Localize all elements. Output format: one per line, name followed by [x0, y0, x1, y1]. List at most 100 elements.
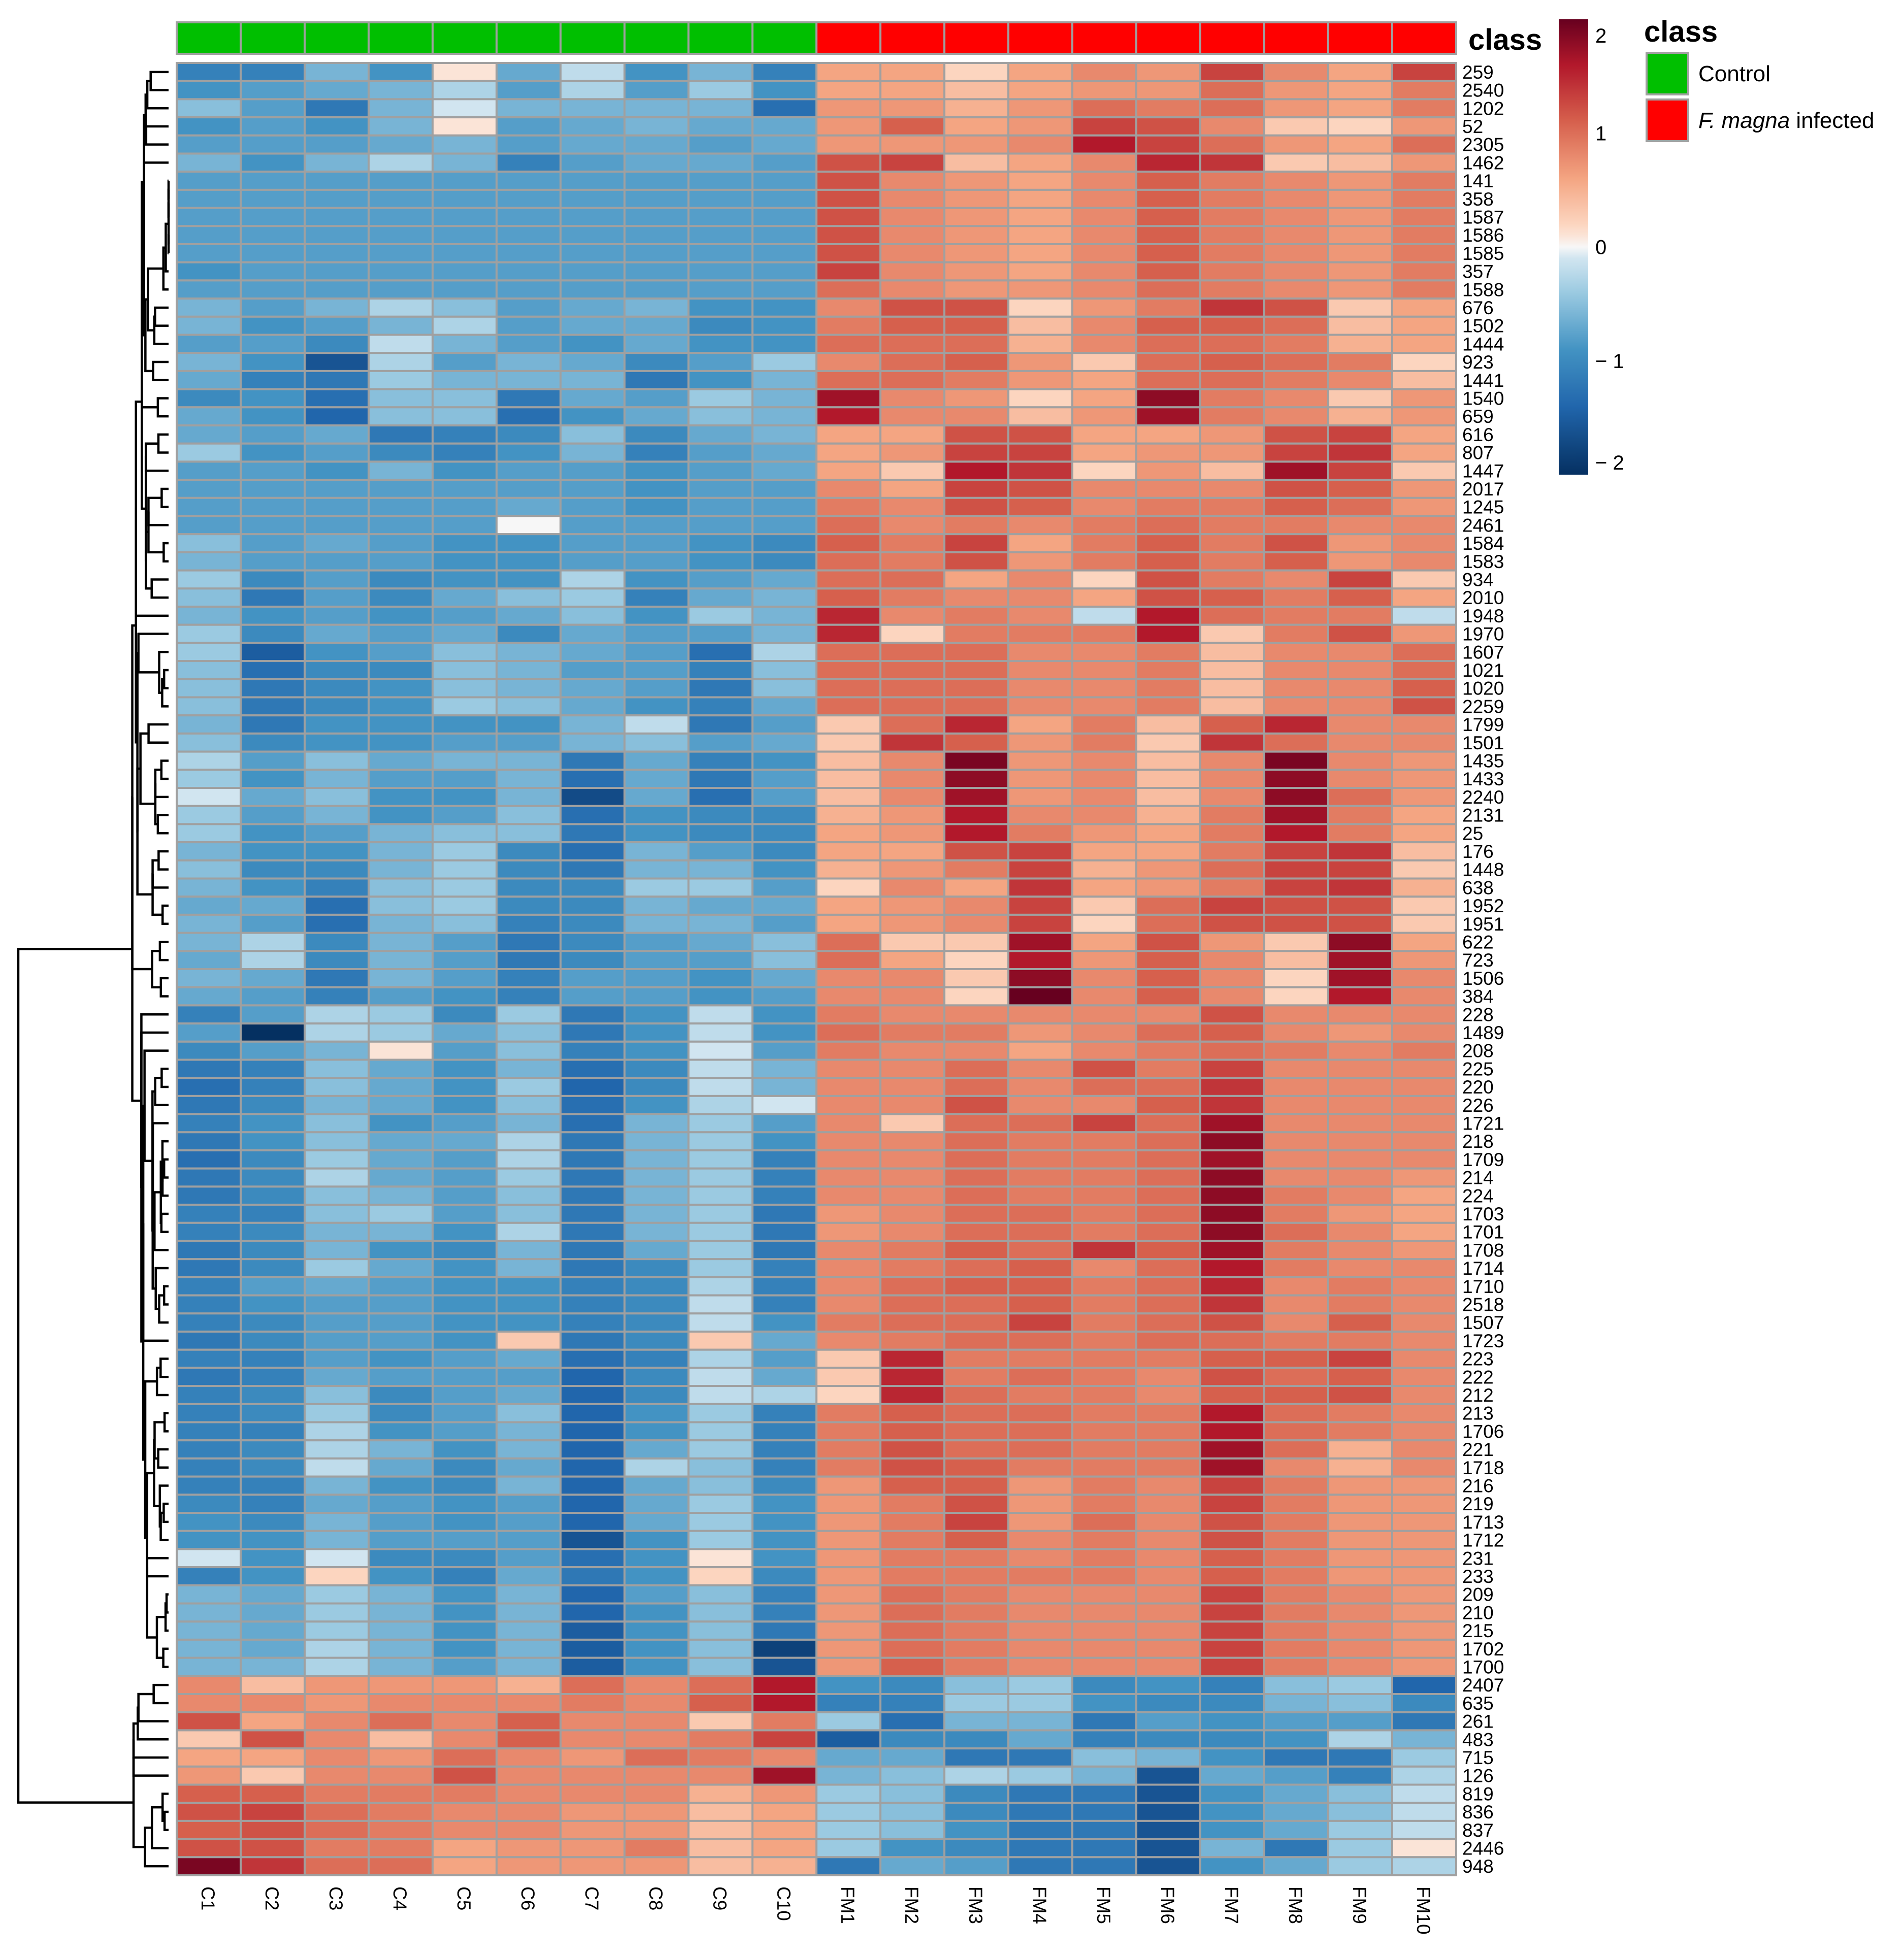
heatmap-cell — [623, 424, 690, 445]
heatmap-cell — [304, 913, 370, 934]
heatmap-cell — [1007, 841, 1073, 861]
row-label: 837 — [1462, 1820, 1494, 1841]
dendrogram-branch — [144, 1827, 169, 1868]
heatmap-cell — [432, 1149, 498, 1170]
heatmap-cell — [432, 533, 498, 553]
heatmap-cell — [687, 1040, 753, 1061]
heatmap-cell — [1391, 1131, 1457, 1152]
heatmap-cell — [943, 913, 1009, 934]
heatmap-cell — [176, 1204, 242, 1224]
heatmap-cell — [368, 732, 434, 753]
heatmap-cell — [687, 1331, 753, 1351]
heatmap-cell — [496, 370, 562, 390]
heatmap-cell — [751, 207, 817, 227]
row-label: 1462 — [1462, 152, 1504, 173]
heatmap-cell — [1391, 171, 1457, 191]
heatmap-cell — [368, 1693, 434, 1713]
row-label: 1951 — [1462, 914, 1504, 935]
heatmap-cell — [176, 1729, 242, 1750]
heatmap-cell — [943, 1602, 1009, 1623]
heatmap-cell — [496, 98, 562, 119]
dendrogram-branch — [146, 80, 169, 110]
heatmap-cell — [815, 1729, 881, 1750]
heatmap-cell — [240, 1656, 306, 1677]
heatmap-cell — [368, 1040, 434, 1061]
heatmap-cell — [560, 1022, 626, 1043]
heatmap-cell — [1263, 805, 1329, 825]
heatmap-cell — [240, 750, 306, 771]
heatmap-cell — [1391, 1475, 1457, 1496]
heatmap-cell — [1199, 787, 1265, 807]
heatmap-cell — [751, 225, 817, 245]
heatmap-cell — [240, 1494, 306, 1514]
heatmap-cell — [560, 442, 626, 463]
heatmap-cell — [240, 533, 306, 553]
heatmap-cell — [240, 134, 306, 155]
row-label: 1607 — [1462, 642, 1504, 662]
heatmap-cell — [432, 1620, 498, 1641]
heatmap-cell — [1263, 660, 1329, 680]
heatmap-cell — [815, 1331, 881, 1351]
heatmap-cell — [879, 1240, 945, 1261]
dendrogram-branch — [162, 1158, 169, 1179]
heatmap-cell — [1135, 315, 1201, 336]
row-label: 659 — [1462, 406, 1494, 427]
heatmap-cell — [1007, 1548, 1073, 1569]
heatmap-cell — [560, 352, 626, 372]
heatmap-cell — [687, 207, 753, 227]
heatmap-cell — [496, 1276, 562, 1297]
heatmap-cell — [879, 496, 945, 517]
heatmap-cell — [1071, 370, 1137, 390]
heatmap-cell — [623, 950, 690, 971]
heatmap-cell — [496, 496, 562, 517]
class-bar-cell — [1391, 21, 1457, 55]
heatmap-cell — [1327, 623, 1393, 644]
heatmap-cell — [1071, 1819, 1137, 1840]
heatmap-cell — [560, 1819, 626, 1840]
heatmap-cell — [1263, 1221, 1329, 1242]
heatmap-cell — [304, 1077, 370, 1097]
heatmap-cell — [560, 1040, 626, 1061]
heatmap-cell — [1327, 787, 1393, 807]
heatmap-cell — [1263, 1512, 1329, 1532]
heatmap-cell — [1007, 932, 1073, 952]
heatmap-cell — [815, 1185, 881, 1206]
heatmap-cell — [1199, 1566, 1265, 1586]
heatmap-cell — [1135, 1802, 1201, 1822]
heatmap-cell — [879, 479, 945, 499]
heatmap-cell — [496, 968, 562, 988]
heatmap-cell — [496, 896, 562, 916]
heatmap-cell — [751, 932, 817, 952]
heatmap-cell — [815, 243, 881, 263]
heatmap-cell — [496, 606, 562, 626]
heatmap-cell — [176, 823, 242, 844]
heatmap-cell — [368, 1276, 434, 1297]
heatmap-cell — [496, 1167, 562, 1188]
heatmap-cell — [1007, 1439, 1073, 1460]
row-label: 2131 — [1462, 805, 1504, 826]
heatmap-cell — [1199, 1620, 1265, 1641]
heatmap-cell — [1391, 1240, 1457, 1261]
heatmap-cell — [1391, 606, 1457, 626]
heatmap-cell — [496, 732, 562, 753]
heatmap-cell — [1135, 1312, 1201, 1333]
heatmap-cell — [176, 623, 242, 644]
heatmap-cell — [1391, 1077, 1457, 1097]
heatmap-cell — [1327, 606, 1393, 626]
heatmap-cell — [1071, 424, 1137, 445]
heatmap-cell — [432, 805, 498, 825]
heatmap-cell — [1135, 1711, 1201, 1732]
row-label: 1721 — [1462, 1113, 1504, 1134]
heatmap-cell — [1071, 442, 1137, 463]
heatmap-cell — [751, 515, 817, 536]
heatmap-cell — [560, 623, 626, 644]
heatmap-cell — [560, 732, 626, 753]
heatmap-cell — [687, 388, 753, 409]
heatmap-cell — [304, 1367, 370, 1387]
heatmap-cell — [943, 569, 1009, 590]
heatmap-cell — [368, 1566, 434, 1586]
heatmap-cell — [623, 569, 690, 590]
heatmap-cell — [560, 986, 626, 1007]
heatmap-cell — [1263, 460, 1329, 481]
